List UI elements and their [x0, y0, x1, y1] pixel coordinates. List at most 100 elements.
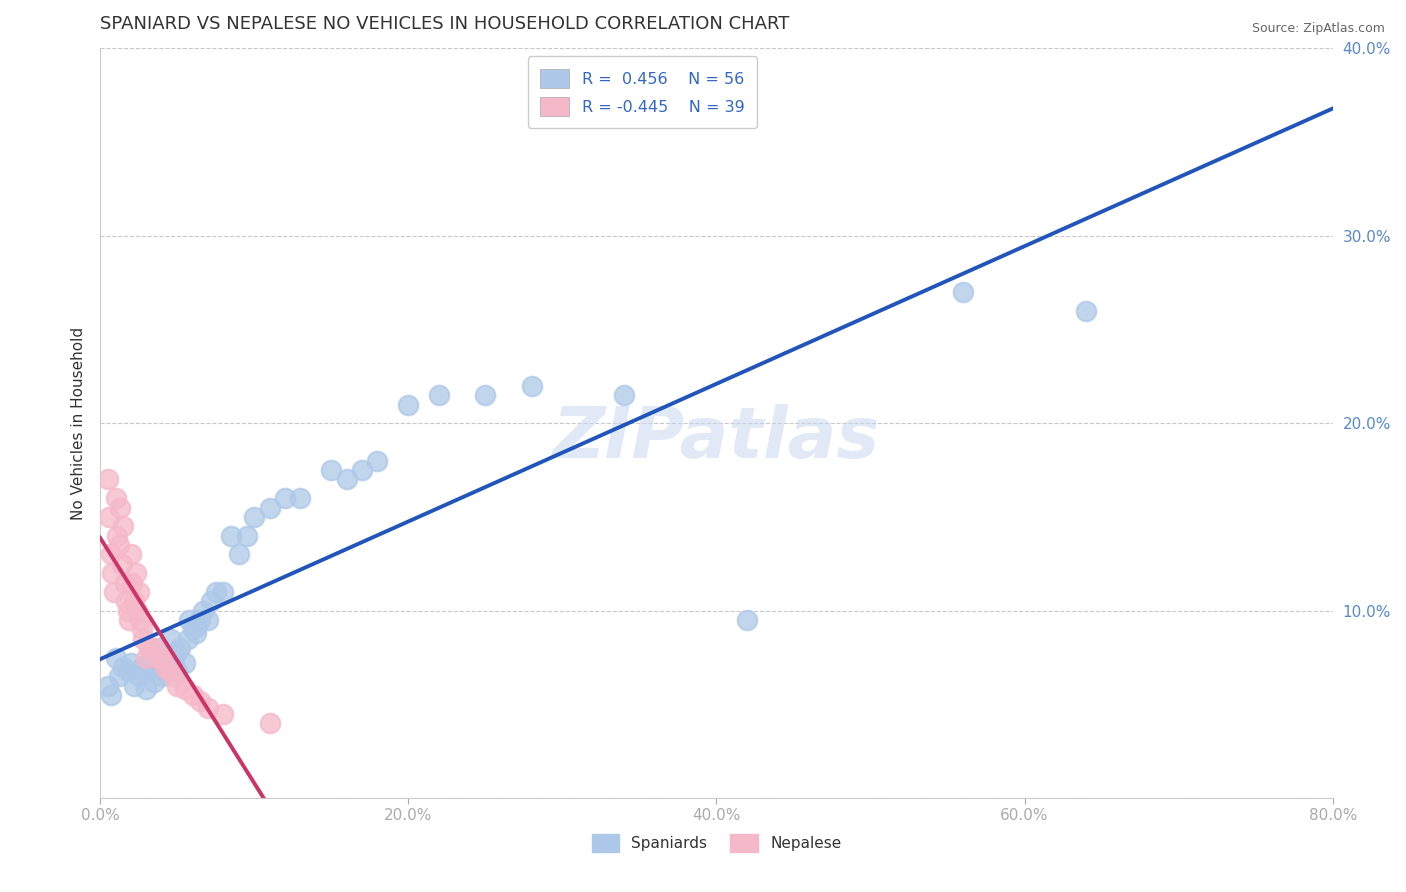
Point	[520, 378, 543, 392]
Point	[121, 575, 143, 590]
Point	[105, 529, 128, 543]
Point	[197, 701, 219, 715]
Point	[184, 626, 207, 640]
Point	[117, 664, 139, 678]
Point	[613, 388, 636, 402]
Point	[427, 388, 450, 402]
Point	[352, 463, 374, 477]
Point	[104, 491, 127, 506]
Point	[259, 716, 281, 731]
Point	[104, 650, 127, 665]
Text: Source: ZipAtlas.com: Source: ZipAtlas.com	[1251, 22, 1385, 36]
Point	[212, 585, 235, 599]
Point	[163, 669, 186, 683]
Point	[235, 529, 257, 543]
Point	[204, 585, 226, 599]
Text: ZIPatlas: ZIPatlas	[553, 404, 880, 473]
Point	[155, 650, 177, 665]
Point	[150, 669, 173, 683]
Point	[120, 656, 142, 670]
Point	[160, 632, 183, 646]
Point	[181, 623, 204, 637]
Point	[122, 594, 145, 608]
Point	[321, 463, 343, 477]
Point	[197, 613, 219, 627]
Point	[243, 510, 266, 524]
Point	[153, 660, 176, 674]
Point	[100, 688, 122, 702]
Point	[148, 641, 170, 656]
Point	[128, 669, 150, 683]
Point	[188, 693, 211, 707]
Point	[181, 688, 204, 702]
Point	[112, 660, 135, 674]
Text: SPANIARD VS NEPALESE NO VEHICLES IN HOUSEHOLD CORRELATION CHART: SPANIARD VS NEPALESE NO VEHICLES IN HOUS…	[100, 15, 790, 33]
Point	[173, 656, 195, 670]
Point	[122, 679, 145, 693]
Point	[98, 510, 121, 524]
Point	[115, 594, 138, 608]
Point	[259, 500, 281, 515]
Point	[138, 654, 160, 668]
Point	[159, 660, 181, 674]
Point	[132, 632, 155, 646]
Point	[112, 519, 135, 533]
Legend: R =  0.456    N = 56, R = -0.445    N = 39: R = 0.456 N = 56, R = -0.445 N = 39	[527, 56, 758, 128]
Point	[200, 594, 222, 608]
Point	[166, 664, 188, 678]
Point	[97, 473, 120, 487]
Point	[396, 397, 419, 411]
Point	[143, 674, 166, 689]
Point	[163, 656, 186, 670]
Point	[131, 623, 153, 637]
Point	[169, 641, 191, 656]
Point	[474, 388, 496, 402]
Point	[186, 618, 208, 632]
Point	[114, 575, 136, 590]
Point	[952, 285, 974, 299]
Point	[179, 613, 201, 627]
Point	[117, 604, 139, 618]
Point	[135, 682, 157, 697]
Point	[159, 664, 181, 678]
Point	[1076, 303, 1098, 318]
Point	[118, 613, 141, 627]
Point	[100, 548, 122, 562]
Point	[131, 660, 153, 674]
Point	[128, 585, 150, 599]
Point	[107, 538, 129, 552]
Point	[193, 604, 215, 618]
Point	[146, 660, 169, 674]
Point	[103, 585, 125, 599]
Point	[177, 632, 200, 646]
Point	[127, 604, 149, 618]
Point	[129, 613, 152, 627]
Point	[166, 645, 188, 659]
Point	[150, 650, 173, 665]
Point	[108, 500, 131, 515]
Point	[274, 491, 297, 506]
Point	[336, 473, 359, 487]
Point	[153, 664, 176, 678]
Point	[219, 529, 242, 543]
Point	[135, 664, 157, 678]
Point	[212, 706, 235, 721]
Point	[97, 679, 120, 693]
Point	[228, 548, 250, 562]
Point	[143, 641, 166, 656]
Point	[290, 491, 312, 506]
Point	[101, 566, 124, 581]
Point	[188, 613, 211, 627]
Point	[366, 454, 388, 468]
Point	[735, 613, 758, 627]
Point	[138, 641, 160, 656]
Point	[135, 650, 157, 665]
Point	[111, 557, 134, 571]
Point	[124, 566, 146, 581]
Point	[107, 669, 129, 683]
Point	[120, 548, 142, 562]
Point	[148, 650, 170, 665]
Point	[173, 682, 195, 697]
Y-axis label: No Vehicles in Household: No Vehicles in Household	[72, 326, 86, 520]
Point	[166, 679, 188, 693]
